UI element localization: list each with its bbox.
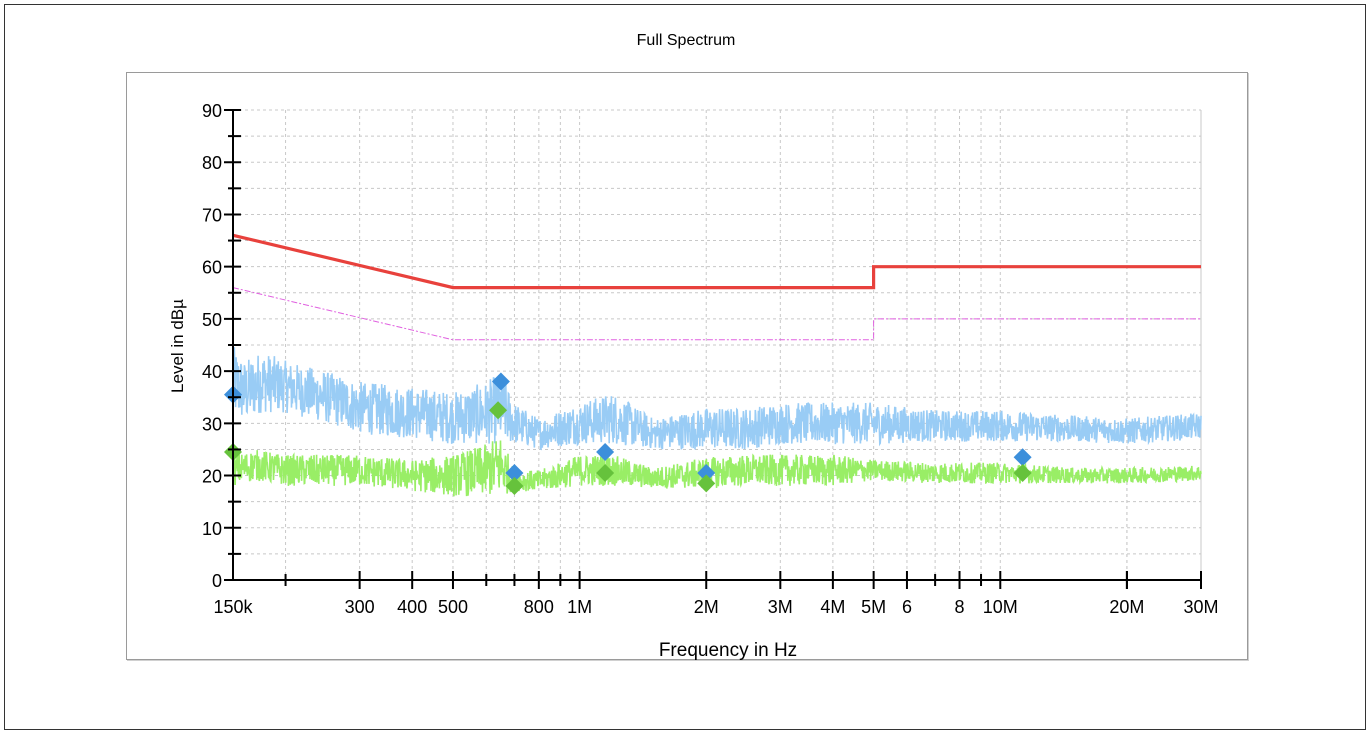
x-tick-label: 500 [438, 597, 468, 617]
x-tick-label: 10M [983, 597, 1018, 617]
y-tick-label: 30 [202, 414, 222, 434]
y-tick-label: 40 [202, 362, 222, 382]
average-marker [489, 401, 508, 420]
x-tick-label: 30M [1183, 597, 1218, 617]
x-tick-label: 800 [524, 597, 554, 617]
x-tick-label: 1M [567, 597, 592, 617]
x-tick-label: 4M [820, 597, 845, 617]
series-line-average-limit [232, 287, 1201, 341]
peak-marker [491, 372, 510, 391]
x-tick-label: 8 [955, 597, 965, 617]
grid-layer [233, 109, 1202, 580]
x-tick-label: 3M [768, 597, 793, 617]
x-tick-label: 6 [902, 597, 912, 617]
x-tick-label: 2M [694, 597, 719, 617]
y-tick-label: 10 [202, 519, 222, 539]
average-marker [697, 474, 716, 493]
average-marker [1013, 463, 1032, 482]
x-axis-title: Frequency in Hz [659, 640, 797, 661]
plot-panel [126, 72, 1248, 660]
x-tick-label: 5M [861, 597, 886, 617]
y-tick-label: 60 [202, 258, 222, 278]
average-marker [596, 463, 615, 482]
y-axis-title: Level in dBµ [168, 299, 187, 393]
y-tick-label: 90 [202, 101, 222, 121]
y-tick-label: 80 [202, 153, 222, 173]
series-layer [232, 233, 1202, 497]
y-tick-label: 0 [212, 571, 222, 591]
peak-marker [505, 463, 524, 482]
series-line-peak-scan [232, 347, 1202, 451]
peak-marker [1013, 448, 1032, 467]
x-tick-label: 150k [213, 597, 253, 617]
y-tick-label: 20 [202, 467, 222, 487]
peak-marker [697, 463, 716, 482]
x-tick-label: 300 [345, 597, 375, 617]
series-line-quasi-peak-limit [232, 233, 1201, 290]
axis-layer: 0 10 20 30 40 50 60 70 80 90 150k 300 400 500 800 1M 2M 3… [202, 101, 1219, 617]
y-tick-label: 70 [202, 205, 222, 225]
x-tick-label: 20M [1109, 597, 1144, 617]
y-tick-label: 50 [202, 310, 222, 330]
x-tick-label: 400 [397, 597, 427, 617]
chart-title: Full Spectrum [636, 32, 736, 49]
series-line-average-scan [232, 440, 1202, 497]
average-marker [505, 477, 524, 495]
peak-marker [596, 443, 615, 462]
